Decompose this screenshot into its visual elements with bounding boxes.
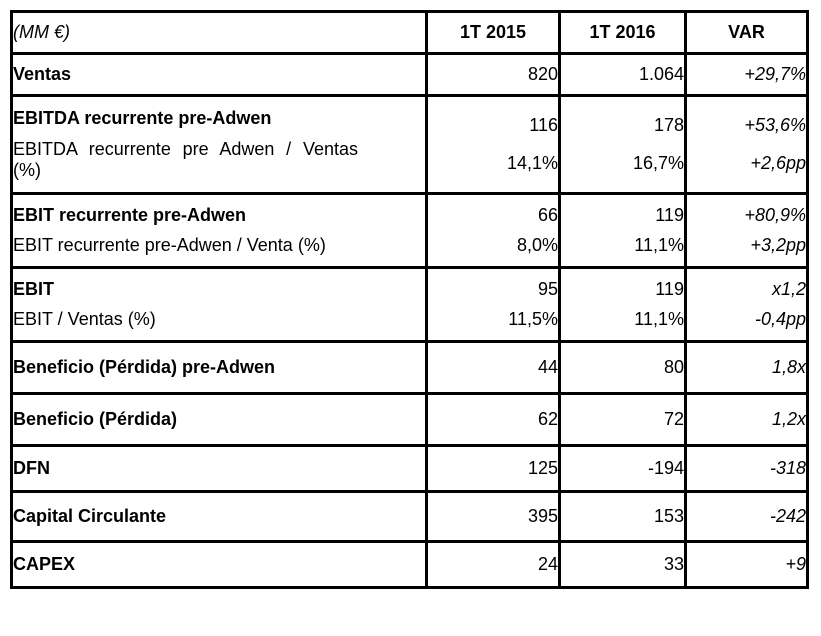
table-row-dfn: DFN 125 -194 -318 [10, 444, 809, 493]
value-1t2015: 395 [425, 490, 561, 543]
table-row-ventas: Ventas 820 1.064 +29,7% [10, 52, 809, 97]
row-label: Beneficio (Pérdida) pre-Adwen [13, 357, 276, 377]
value-line1: 95 [537, 278, 558, 299]
row-label: EBIT [13, 278, 55, 299]
table-row-ebit-recurrente: EBIT recurrente pre-Adwen EBIT recurrent… [10, 192, 809, 269]
value-1t2015: 820 [425, 52, 561, 97]
value-1t2015: 44 [425, 340, 561, 395]
value-1t2016: 72 [558, 392, 687, 447]
value-line2: 14,1% [506, 153, 558, 174]
value-line1: x1,2 [771, 278, 806, 299]
value-line2: 8,0% [516, 235, 558, 256]
row-label-cell: DFN [10, 444, 428, 493]
value-1t2016: 1.064 [558, 52, 687, 97]
row-label-cell: EBITDA recurrente pre-Adwen EBITDA recur… [10, 94, 428, 195]
value-line1: 178 [653, 114, 684, 135]
value-var: +9 [684, 540, 809, 589]
table-row-ebit: EBIT EBIT / Ventas (%) 95 11,5% 119 11,1… [10, 266, 809, 343]
value-1t2016: -194 [558, 444, 687, 493]
value-line2: -0,4pp [754, 309, 806, 330]
value-1t2015: 62 [425, 392, 561, 447]
value-line1: 66 [537, 204, 558, 225]
row-label: DFN [13, 458, 51, 478]
column-header-1t2015: 1T 2015 [425, 10, 561, 55]
value-var: -318 [684, 444, 809, 493]
row-label-cell: Beneficio (Pérdida) [10, 392, 428, 447]
column-header-var: VAR [684, 10, 809, 55]
value-1t2015: 116 14,1% [425, 94, 561, 195]
row-label: Ventas [13, 64, 72, 84]
table-row-capital-circulante: Capital Circulante 395 153 -242 [10, 490, 809, 543]
row-label-cell: EBIT recurrente pre-Adwen EBIT recurrent… [10, 192, 428, 269]
table-row-beneficio: Beneficio (Pérdida) 62 72 1,2x [10, 392, 809, 447]
row-sub-label: EBIT recurrente pre-Adwen / Venta (%) [13, 235, 326, 256]
value-line2: +3,2pp [750, 235, 806, 256]
table-row-beneficio-pre-adwen: Beneficio (Pérdida) pre-Adwen 44 80 1,8x [10, 340, 809, 395]
value-line1: +53,6% [744, 114, 806, 135]
row-sub-label: EBITDA recurrente pre Adwen / Ventas (%) [13, 139, 359, 181]
value-1t2016: 33 [558, 540, 687, 589]
value-line1: 119 [655, 204, 684, 225]
row-label-cell: Beneficio (Pérdida) pre-Adwen [10, 340, 428, 395]
value-line1: +80,9% [744, 204, 806, 225]
table-row-capex: CAPEX 24 33 +9 [10, 540, 809, 589]
row-label: EBIT recurrente pre-Adwen [13, 204, 247, 225]
value-var: 1,8x [684, 340, 809, 395]
value-line2: 16,7% [632, 153, 684, 174]
value-1t2015: 66 8,0% [425, 192, 561, 269]
value-1t2016: 153 [558, 490, 687, 543]
value-var: +29,7% [684, 52, 809, 97]
column-header-1t2016: 1T 2016 [558, 10, 687, 55]
value-var: 1,2x [684, 392, 809, 447]
value-1t2015: 95 11,5% [425, 266, 561, 343]
row-label-cell: EBIT EBIT / Ventas (%) [10, 266, 428, 343]
value-line1: 116 [529, 114, 558, 135]
row-label-cell: Ventas [10, 52, 428, 97]
value-line2: 11,1% [634, 309, 684, 330]
value-line1: 119 [655, 278, 684, 299]
row-label: CAPEX [13, 554, 76, 574]
row-label: EBITDA recurrente pre-Adwen [13, 107, 272, 128]
row-sub-label: EBIT / Ventas (%) [13, 309, 156, 330]
value-line2: 11,5% [508, 309, 558, 330]
value-var: +80,9% +3,2pp [684, 192, 809, 269]
row-label: Beneficio (Pérdida) [13, 409, 178, 429]
value-line2: +2,6pp [750, 153, 806, 174]
table-header-row: (MM €) 1T 2015 1T 2016 VAR [10, 10, 809, 55]
unit-label-cell: (MM €) [10, 10, 428, 55]
value-line2: 11,1% [634, 235, 684, 256]
financial-results-table: (MM €) 1T 2015 1T 2016 VAR Ventas 820 1.… [10, 10, 809, 589]
value-1t2016: 119 11,1% [558, 266, 687, 343]
unit-label: (MM €) [13, 22, 71, 42]
value-1t2016: 119 11,1% [558, 192, 687, 269]
value-1t2015: 125 [425, 444, 561, 493]
value-1t2016: 80 [558, 340, 687, 395]
value-var: +53,6% +2,6pp [684, 94, 809, 195]
row-label: Capital Circulante [13, 506, 167, 526]
row-label-cell: CAPEX [10, 540, 428, 589]
value-var: -242 [684, 490, 809, 543]
value-var: x1,2 -0,4pp [684, 266, 809, 343]
row-label-cell: Capital Circulante [10, 490, 428, 543]
value-1t2015: 24 [425, 540, 561, 589]
table-row-ebitda: EBITDA recurrente pre-Adwen EBITDA recur… [10, 94, 809, 195]
value-1t2016: 178 16,7% [558, 94, 687, 195]
